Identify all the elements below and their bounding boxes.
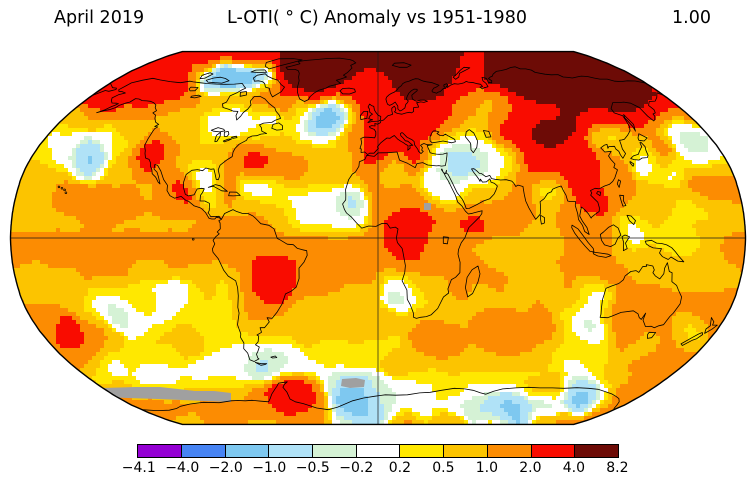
anomaly-level-fill — [40, 51, 746, 416]
missing-data-patch — [341, 378, 365, 388]
anomaly-level-fill — [10, 60, 746, 425]
date-label: April 2019 — [54, 8, 145, 28]
global-mean-value: 1.00 — [672, 8, 711, 28]
graticule — [10, 51, 746, 425]
anomaly-level-fill — [76, 64, 596, 425]
map-outline — [9, 50, 747, 426]
missing-data-patch — [424, 203, 431, 210]
anomaly-level-fill — [280, 51, 656, 148]
anomaly-level-fill — [10, 64, 746, 425]
figure-title: L-OTI( ° C) Anomaly vs 1951-1980 — [227, 8, 527, 28]
coastlines — [57, 57, 718, 411]
missing-data-patch — [102, 387, 231, 402]
